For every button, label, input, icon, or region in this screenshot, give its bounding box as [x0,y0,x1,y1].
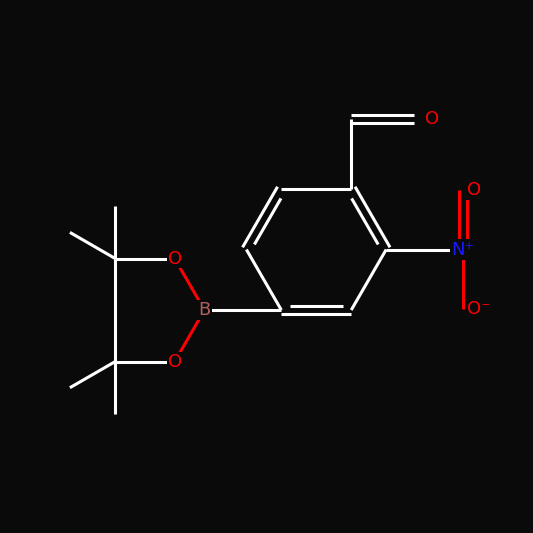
Text: O: O [168,352,182,370]
Text: N⁺: N⁺ [451,240,474,259]
Text: O: O [466,181,481,199]
Text: O: O [425,110,439,128]
Text: O: O [168,249,182,268]
Text: B: B [198,301,211,319]
Text: O⁻: O⁻ [466,300,490,318]
